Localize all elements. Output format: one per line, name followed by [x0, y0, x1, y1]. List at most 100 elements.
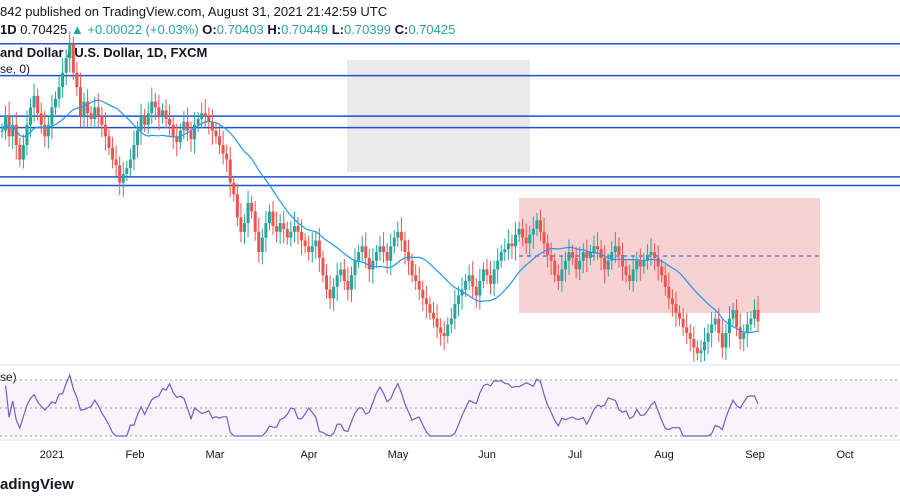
candle-body [267, 211, 271, 224]
candle-body [250, 202, 254, 212]
x-tick-label: Feb [126, 449, 145, 461]
candle-body [100, 116, 104, 125]
candle-body [193, 124, 197, 140]
rsi-legend: se) [0, 370, 17, 384]
candle-body [460, 289, 464, 296]
x-tick-label: Sep [745, 449, 765, 461]
candle-body [703, 341, 707, 351]
candle-body [43, 124, 47, 137]
candle-body [660, 266, 664, 276]
candle-body [528, 234, 532, 244]
candle-body [346, 281, 350, 290]
candle-body [271, 211, 275, 227]
tradingview-logo: adingView [0, 476, 74, 493]
candle-body [692, 338, 696, 348]
candle-body [349, 275, 353, 290]
candle-body [111, 147, 115, 160]
candle-body [153, 101, 157, 108]
candle-body [749, 318, 753, 325]
x-tick-label: Jul [568, 449, 582, 461]
candle-body [29, 107, 33, 125]
candle-body [303, 240, 307, 247]
candle-body [571, 252, 575, 258]
candle-body [510, 243, 514, 247]
candle-body [246, 202, 250, 224]
candle-body [185, 121, 189, 131]
candle-body [517, 228, 521, 235]
candle-body [624, 266, 628, 276]
rsi-line [5, 373, 759, 437]
candle-body [125, 168, 129, 174]
candle-body [674, 304, 678, 313]
publish-info: 842 published on TradingView.com, August… [0, 4, 388, 19]
candle-body [389, 246, 393, 261]
candle-body [439, 327, 443, 334]
candle-body [339, 269, 343, 276]
candle-body [471, 275, 475, 287]
candle-body [481, 269, 485, 281]
candle-body [745, 324, 749, 334]
candle-body [456, 295, 460, 305]
candle-body [86, 101, 90, 114]
candle-body [414, 275, 418, 281]
candle-body [588, 252, 592, 258]
candle-body [321, 257, 325, 276]
candle-body [489, 275, 493, 284]
candle-body [553, 260, 557, 276]
candle-body [374, 252, 378, 261]
candle-body [485, 269, 489, 276]
x-tick-label: Aug [654, 449, 674, 461]
candle-body [189, 130, 193, 140]
candle-body [688, 333, 692, 339]
candle-body [421, 289, 425, 299]
candle-body [417, 281, 421, 290]
candle-body [424, 298, 428, 305]
high-label: H: [267, 22, 282, 37]
candle-body [392, 237, 396, 247]
candle-body [353, 260, 357, 276]
candle-body [542, 231, 546, 244]
candle-body [724, 333, 728, 348]
candle-body [503, 249, 507, 253]
candle-body [653, 252, 657, 258]
candle-body [681, 318, 685, 328]
candle-body [278, 223, 282, 232]
candle-body [603, 257, 607, 270]
candle-body [200, 113, 204, 119]
candle-body [435, 318, 439, 328]
candle-body [314, 240, 318, 247]
candle-body [581, 252, 585, 261]
candle-body [36, 95, 40, 114]
candle-body [496, 260, 500, 270]
open-label: O: [202, 22, 217, 37]
candle-body [710, 324, 714, 334]
candle-body [232, 182, 236, 195]
candle-body [667, 286, 671, 299]
candle-body [296, 226, 300, 232]
candle-body [642, 260, 646, 267]
candle-body [596, 246, 600, 250]
candle-body [342, 269, 346, 281]
candle-body [446, 324, 450, 336]
open-value: 0.70403 [216, 22, 264, 37]
candle-body [139, 116, 143, 131]
candle-body [492, 269, 496, 284]
candle-body [292, 226, 296, 232]
candle-body [61, 72, 65, 88]
candle-body [182, 121, 186, 131]
candle-body [93, 107, 97, 119]
candle-body [699, 350, 703, 354]
candle-body [360, 246, 364, 253]
candle-body [210, 121, 214, 131]
candle-body [431, 312, 435, 319]
candle-body [717, 318, 721, 334]
candle-body [121, 173, 125, 183]
candle-body [464, 281, 468, 290]
candle-body [78, 87, 82, 117]
candle-body [713, 318, 717, 325]
candle-body [631, 269, 635, 281]
candle-body [68, 43, 72, 59]
candle-body [371, 260, 375, 270]
candle-body [275, 226, 279, 232]
